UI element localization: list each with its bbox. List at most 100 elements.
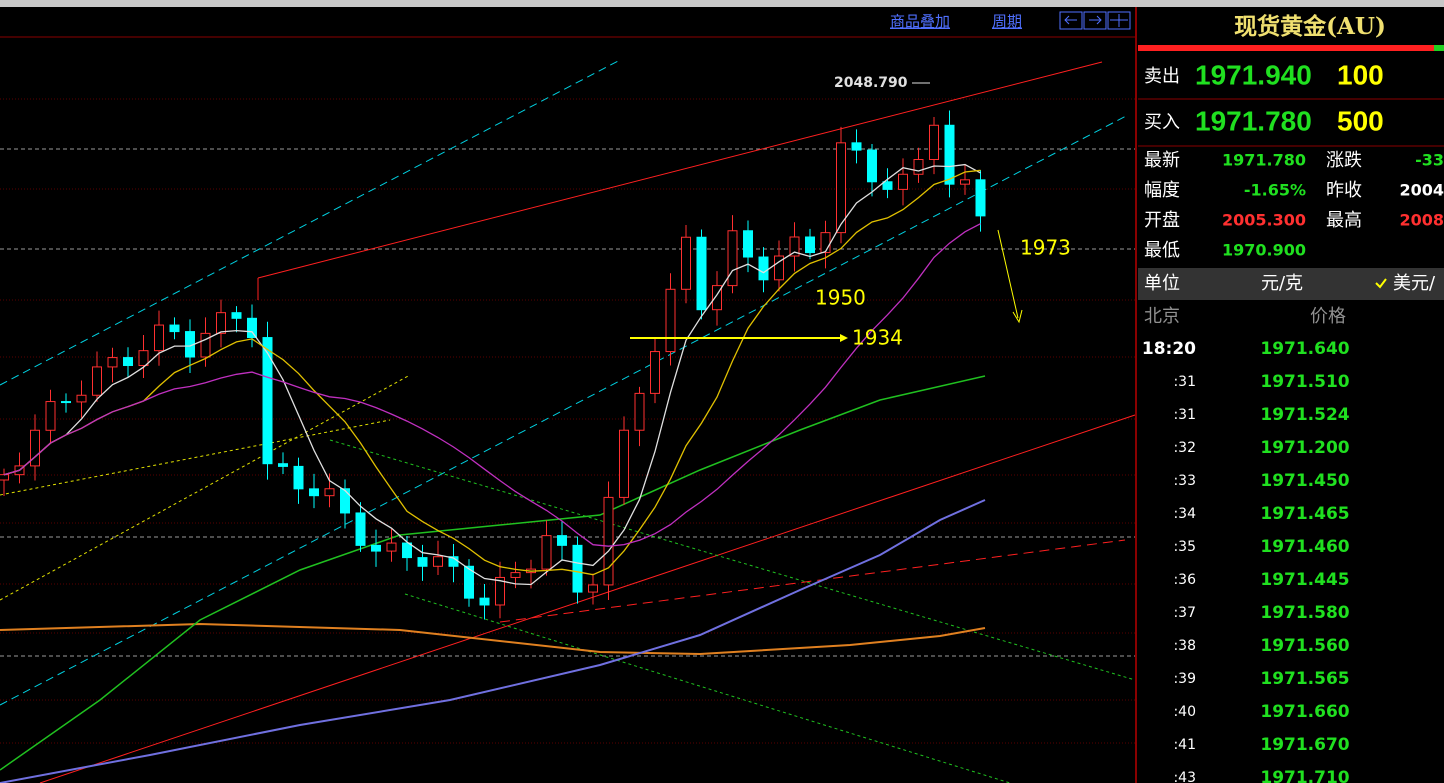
unit-option[interactable]: 美元/ bbox=[1393, 273, 1436, 294]
candle-body bbox=[278, 463, 288, 467]
candle-body bbox=[355, 512, 366, 546]
candle-body bbox=[960, 179, 970, 185]
candle-body bbox=[92, 366, 102, 396]
candle-body bbox=[479, 597, 490, 606]
high-label: 2048.790 bbox=[834, 75, 908, 91]
candle-body bbox=[61, 401, 71, 404]
candle-body bbox=[293, 465, 304, 490]
tick-price: 1971.200 bbox=[1260, 438, 1349, 458]
candle-body bbox=[588, 584, 598, 593]
tick-price: 1971.465 bbox=[1260, 504, 1349, 524]
candle-body bbox=[774, 255, 784, 281]
tick-time: 18:20 bbox=[1142, 339, 1196, 359]
stat-label: 最高 bbox=[1326, 210, 1362, 231]
window-strip bbox=[0, 0, 1444, 7]
annotation: 1973 bbox=[1020, 236, 1071, 260]
candle-body bbox=[402, 542, 412, 559]
candle-body bbox=[76, 394, 87, 403]
candle-body bbox=[650, 351, 660, 394]
stat-value: 1971.780 bbox=[1222, 151, 1306, 170]
arrow-head bbox=[840, 334, 848, 342]
candle-body bbox=[851, 142, 862, 151]
tick-time: :39 bbox=[1173, 671, 1196, 687]
candle-body bbox=[216, 312, 226, 334]
tick-price: 1971.445 bbox=[1260, 570, 1349, 590]
nav-buttons[interactable] bbox=[1059, 11, 1131, 30]
stat-label: 最新 bbox=[1144, 150, 1180, 171]
candle-body bbox=[882, 181, 893, 190]
ratio-bar bbox=[1434, 45, 1444, 51]
tick-price: 1971.710 bbox=[1260, 768, 1349, 783]
candle-body bbox=[45, 401, 56, 431]
sell-label: 卖出 bbox=[1144, 66, 1180, 87]
stats: 最新 1971.780 涨跌 -33 幅度 -1.65% 昨收 2004 开盘 2005.300 最… bbox=[1144, 150, 1444, 261]
candle-body bbox=[557, 535, 567, 546]
candle-body bbox=[681, 236, 691, 290]
candle-body bbox=[464, 565, 474, 599]
candle-body bbox=[836, 142, 846, 234]
candle-body bbox=[495, 576, 505, 606]
moving-average bbox=[3, 223, 981, 547]
tick-price: 1971.524 bbox=[1260, 405, 1349, 425]
tick-header: 北京 bbox=[1144, 306, 1180, 327]
candle-body bbox=[712, 285, 722, 311]
annotations: 2048.790 1973 1950 1934 bbox=[630, 75, 1071, 350]
tick-price: 1971.580 bbox=[1260, 603, 1349, 623]
stat-label: 最低 bbox=[1144, 240, 1180, 261]
stat-value: 2005.300 bbox=[1222, 211, 1306, 230]
stat-value: 1970.900 bbox=[1222, 241, 1306, 260]
moving-average bbox=[3, 169, 981, 576]
candle-body bbox=[913, 159, 924, 175]
candle-body bbox=[603, 496, 614, 586]
candle-body bbox=[340, 488, 350, 514]
quote-panel: 现货黄金(AU) 卖出 1971.940 100 买入 1971.780 500… bbox=[1135, 7, 1444, 783]
arrow-head bbox=[1012, 309, 1023, 324]
stat-label: 昨收 bbox=[1326, 180, 1362, 201]
tick-price: 1971.460 bbox=[1260, 537, 1349, 557]
trend-lines bbox=[0, 59, 1136, 783]
unit-label: 单位 bbox=[1144, 273, 1180, 294]
candle-body bbox=[665, 288, 676, 353]
candle-body bbox=[510, 572, 521, 578]
candle-body bbox=[138, 350, 149, 367]
stat-label: 幅度 bbox=[1144, 180, 1180, 201]
candle-body bbox=[572, 544, 583, 593]
overlay-button[interactable]: 商品叠加 bbox=[890, 13, 950, 31]
candle-body bbox=[262, 337, 273, 465]
buy-label: 买入 bbox=[1144, 112, 1180, 133]
ticks: 18:20 1971.640:31 1971.510:31 1971.524:32 19… bbox=[1142, 339, 1350, 783]
candle-body bbox=[231, 312, 242, 319]
candle-body bbox=[154, 324, 164, 352]
candle-body bbox=[898, 173, 908, 190]
tick-time: :32 bbox=[1173, 440, 1196, 456]
tick-price: 1971.640 bbox=[1260, 339, 1349, 359]
stat-value: -1.65% bbox=[1244, 181, 1306, 200]
stat-value: 2008 bbox=[1399, 211, 1444, 230]
candle-body bbox=[743, 230, 753, 258]
candle-body bbox=[169, 324, 180, 333]
stat-value: 2004 bbox=[1399, 181, 1444, 200]
sell-volume: 100 bbox=[1337, 59, 1384, 90]
tick-header: 价格 bbox=[1310, 306, 1346, 327]
candle-body bbox=[820, 232, 831, 254]
annotation: 1934 bbox=[852, 326, 903, 350]
candle-body bbox=[696, 236, 707, 311]
check bbox=[1375, 278, 1387, 289]
stat-value: -33 bbox=[1415, 151, 1444, 170]
tick-price: 1971.660 bbox=[1260, 702, 1349, 722]
candle-body bbox=[200, 332, 211, 358]
period-button[interactable]: 周期 bbox=[992, 13, 1022, 31]
tick-price: 1971.565 bbox=[1260, 669, 1349, 689]
panel-title: 现货黄金(AU) bbox=[1234, 13, 1386, 40]
stat-label: 开盘 bbox=[1144, 210, 1180, 231]
unit-value[interactable]: 元/克 bbox=[1261, 273, 1303, 294]
tick-time: :36 bbox=[1173, 572, 1196, 588]
tick-time: :31 bbox=[1173, 374, 1196, 390]
candle-body bbox=[0, 474, 9, 481]
tick-time: :34 bbox=[1173, 506, 1196, 522]
tick-time: :40 bbox=[1173, 704, 1196, 720]
candle-body bbox=[944, 124, 955, 185]
tick-price: 1971.560 bbox=[1260, 636, 1349, 656]
candle-body bbox=[417, 557, 428, 567]
